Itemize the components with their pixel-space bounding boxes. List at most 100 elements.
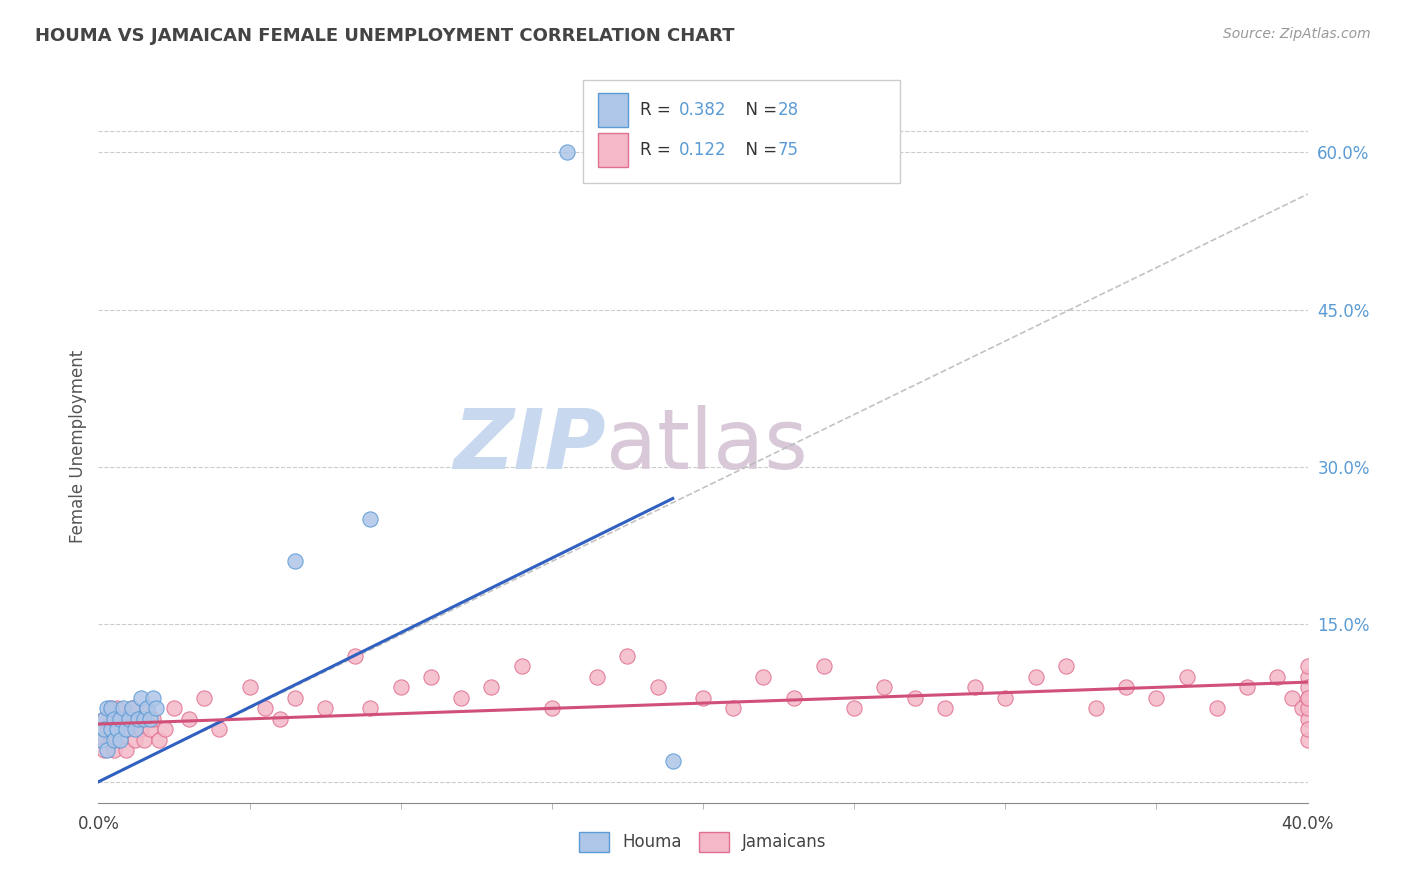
Point: [100, 701, 122, 715]
Point: [873, 681, 896, 695]
Point: [253, 701, 276, 715]
Point: [934, 701, 956, 715]
Point: [1236, 681, 1258, 695]
Point: [239, 681, 262, 695]
Point: [129, 690, 152, 705]
Point: [96, 723, 118, 737]
Point: [481, 681, 503, 695]
Point: [752, 670, 775, 684]
Point: [1144, 690, 1167, 705]
Point: [90, 732, 112, 747]
Point: [135, 701, 157, 715]
Point: [783, 690, 806, 705]
Point: [153, 723, 176, 737]
Point: [103, 712, 125, 726]
Point: [118, 723, 141, 737]
Point: [284, 690, 307, 705]
Point: [105, 701, 128, 715]
Point: [100, 701, 122, 715]
Point: [1085, 701, 1108, 715]
Point: [1296, 723, 1319, 737]
Text: 75: 75: [778, 141, 799, 159]
Point: [420, 670, 443, 684]
Point: [145, 701, 167, 715]
Text: 0.122: 0.122: [679, 141, 727, 159]
Point: [540, 701, 562, 715]
Point: [450, 690, 472, 705]
Text: 0.382: 0.382: [679, 101, 727, 119]
Point: [1054, 659, 1077, 673]
Point: [1175, 670, 1198, 684]
Point: [1296, 690, 1319, 705]
Point: [586, 670, 609, 684]
Point: [108, 712, 131, 726]
Point: [555, 145, 578, 160]
Point: [121, 701, 143, 715]
Point: [208, 723, 231, 737]
Point: [1281, 690, 1303, 705]
Point: [1296, 712, 1319, 726]
Point: [114, 743, 136, 757]
Point: [1296, 681, 1319, 695]
Point: [1296, 701, 1319, 715]
Point: [132, 712, 155, 726]
Point: [661, 754, 683, 768]
Text: 28: 28: [778, 101, 799, 119]
Point: [360, 512, 382, 526]
Text: R =: R =: [640, 101, 676, 119]
Point: [132, 732, 155, 747]
Point: [1296, 670, 1319, 684]
Y-axis label: Female Unemployment: Female Unemployment: [69, 350, 87, 542]
Point: [103, 712, 125, 726]
Point: [139, 723, 162, 737]
Point: [389, 681, 412, 695]
Legend: Houma, Jamaicans: Houma, Jamaicans: [572, 825, 834, 859]
Point: [692, 690, 714, 705]
Point: [93, 712, 115, 726]
Point: [1296, 690, 1319, 705]
Point: [114, 723, 136, 737]
Point: [111, 701, 134, 715]
Point: [904, 690, 927, 705]
Point: [965, 681, 987, 695]
Point: [108, 732, 131, 747]
Point: [193, 690, 215, 705]
Point: [105, 723, 128, 737]
Point: [1291, 701, 1313, 715]
Point: [314, 701, 336, 715]
Point: [269, 712, 291, 726]
Point: [1296, 659, 1319, 673]
Point: [723, 701, 745, 715]
Point: [96, 743, 118, 757]
Point: [148, 732, 170, 747]
Point: [127, 712, 149, 726]
Point: [100, 732, 122, 747]
Point: [111, 712, 134, 726]
Point: [93, 743, 115, 757]
Point: [616, 648, 638, 663]
Point: [1267, 670, 1289, 684]
Text: R =: R =: [640, 141, 681, 159]
Point: [96, 701, 118, 715]
Point: [994, 690, 1017, 705]
Text: Source: ZipAtlas.com: Source: ZipAtlas.com: [1223, 27, 1371, 41]
Point: [103, 743, 125, 757]
Point: [100, 723, 122, 737]
Point: [647, 681, 669, 695]
Point: [142, 712, 165, 726]
Point: [90, 732, 112, 747]
Point: [129, 723, 152, 737]
Point: [124, 732, 146, 747]
Point: [124, 723, 146, 737]
Point: [844, 701, 866, 715]
Point: [93, 712, 115, 726]
Text: HOUMA VS JAMAICAN FEMALE UNEMPLOYMENT CORRELATION CHART: HOUMA VS JAMAICAN FEMALE UNEMPLOYMENT CO…: [35, 27, 735, 45]
Point: [510, 659, 533, 673]
Point: [284, 554, 307, 568]
Point: [360, 701, 382, 715]
Point: [813, 659, 835, 673]
Point: [93, 723, 115, 737]
Point: [108, 732, 131, 747]
Point: [1206, 701, 1229, 715]
Point: [142, 690, 165, 705]
